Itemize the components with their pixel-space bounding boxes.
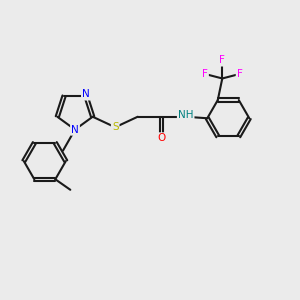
Text: F: F [202,69,208,79]
Text: N: N [82,89,90,100]
Text: O: O [158,133,166,143]
Text: N: N [71,124,79,135]
Text: F: F [219,56,225,65]
Text: F: F [237,69,243,79]
Text: NH: NH [178,110,194,120]
Text: S: S [112,122,119,132]
